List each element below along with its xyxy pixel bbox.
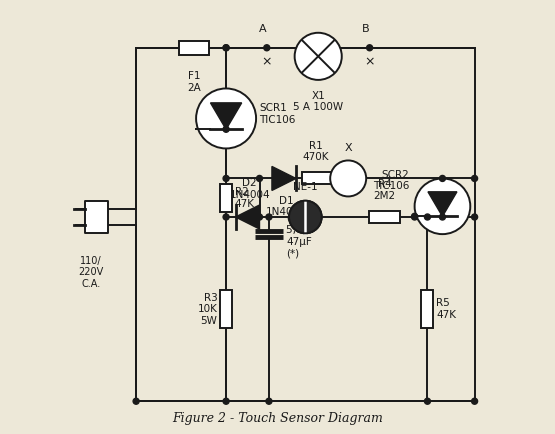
Text: F1
2A: F1 2A — [187, 71, 201, 93]
Circle shape — [223, 126, 229, 132]
Text: A: A — [259, 24, 266, 34]
Circle shape — [472, 214, 478, 220]
Text: R4
2M2: R4 2M2 — [374, 179, 396, 201]
Circle shape — [289, 201, 322, 233]
Circle shape — [266, 214, 272, 220]
Circle shape — [412, 214, 417, 219]
Circle shape — [425, 398, 431, 404]
Circle shape — [223, 45, 229, 51]
Circle shape — [223, 45, 229, 51]
Text: X: X — [345, 143, 352, 153]
Text: Figure 2 - Touch Sensor Diagram: Figure 2 - Touch Sensor Diagram — [172, 412, 383, 425]
Circle shape — [256, 175, 263, 181]
Text: SCR2
TIC106: SCR2 TIC106 — [372, 170, 409, 191]
Circle shape — [266, 398, 272, 404]
Text: C1
5,6 A
47μF
(*): C1 5,6 A 47μF (*) — [286, 214, 313, 259]
Text: R2
47K: R2 47K — [235, 187, 255, 208]
Circle shape — [196, 89, 256, 148]
Bar — [302, 172, 334, 184]
Text: D1
1N4004: D1 1N4004 — [266, 196, 306, 217]
Circle shape — [367, 45, 372, 51]
Bar — [220, 290, 232, 329]
Polygon shape — [272, 167, 296, 191]
Text: ×: × — [365, 56, 375, 69]
Polygon shape — [428, 192, 457, 217]
Circle shape — [440, 214, 446, 220]
Circle shape — [412, 214, 417, 220]
Text: B: B — [361, 24, 369, 34]
Text: X1
5 A 100W: X1 5 A 100W — [293, 91, 343, 112]
Circle shape — [223, 175, 229, 181]
Circle shape — [440, 175, 446, 181]
Circle shape — [295, 33, 342, 80]
Circle shape — [330, 161, 366, 197]
Bar — [85, 201, 108, 233]
Text: D2
1N4004: D2 1N4004 — [229, 178, 270, 200]
Circle shape — [223, 398, 229, 404]
Bar — [179, 41, 209, 55]
Text: R5
47K: R5 47K — [436, 298, 456, 320]
Circle shape — [472, 175, 478, 181]
Text: R1
470K: R1 470K — [303, 141, 329, 162]
Polygon shape — [235, 205, 260, 229]
Circle shape — [415, 178, 470, 234]
Circle shape — [133, 398, 139, 404]
Circle shape — [264, 45, 270, 51]
Circle shape — [223, 214, 229, 220]
Bar — [421, 290, 433, 329]
Circle shape — [256, 214, 263, 220]
Text: R3
10K
5W: R3 10K 5W — [198, 293, 218, 326]
Circle shape — [425, 214, 431, 220]
Circle shape — [472, 398, 478, 404]
Polygon shape — [210, 103, 241, 129]
Bar — [220, 184, 232, 212]
Bar — [369, 211, 400, 223]
Polygon shape — [289, 201, 305, 233]
Text: NE-1: NE-1 — [293, 182, 317, 192]
Text: SCR1
TIC106: SCR1 TIC106 — [260, 103, 296, 125]
Text: 110/
220V
C.A.: 110/ 220V C.A. — [78, 256, 104, 289]
Text: ×: × — [261, 56, 272, 69]
Polygon shape — [305, 201, 322, 233]
